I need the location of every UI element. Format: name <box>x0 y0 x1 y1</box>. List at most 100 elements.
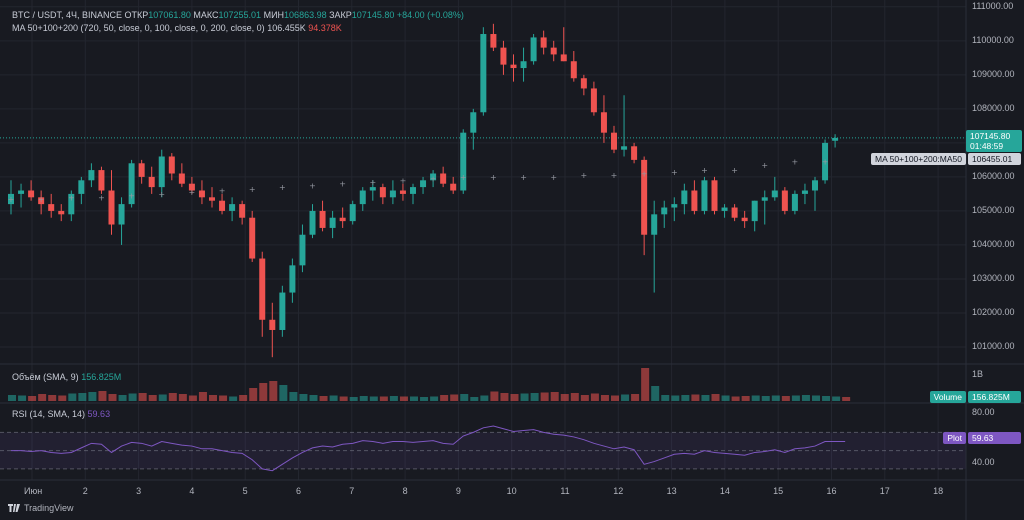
volume-bar <box>369 396 378 401</box>
ma50-point: + <box>369 178 376 187</box>
ma50-point: + <box>701 166 708 175</box>
candle-bullish <box>661 207 668 215</box>
ma-legend-row[interactable]: MA 50+100+200 (720, 50, close, 0, 100, c… <box>12 22 464 35</box>
candle-bullish <box>309 210 316 235</box>
ma-line-tag-name: MA 50+100+200:MA50 <box>871 153 966 165</box>
rsi-axis-tick-40: 40.00 <box>972 457 995 467</box>
volume-bar <box>611 395 619 401</box>
time-axis-tick: 12 <box>613 486 624 496</box>
candle-bullish <box>158 156 165 188</box>
volume-bar <box>781 396 790 401</box>
ma50-point: + <box>611 171 618 180</box>
volume-bar <box>711 394 720 401</box>
candle-bearish <box>98 170 105 191</box>
candle-bearish <box>691 190 698 211</box>
candle-bearish <box>399 190 406 194</box>
volume-bar <box>721 395 730 401</box>
volume-bar <box>580 395 589 401</box>
volume-bar <box>681 395 690 401</box>
time-axis-tick: Июн <box>24 486 43 496</box>
volume-bar <box>842 397 851 401</box>
volume-bar <box>48 395 57 401</box>
ma50-point: + <box>38 195 45 204</box>
ma50-point: + <box>8 195 15 204</box>
ma-value-secondary: 94.378K <box>308 23 342 33</box>
candle-bullish <box>279 292 286 330</box>
volume-bar <box>641 368 650 401</box>
current-price-tag: 107145.80 01:48:59 <box>966 130 1022 152</box>
candle-bullish <box>18 190 25 194</box>
tradingview-footer[interactable]: TradingView <box>8 503 74 513</box>
candle-bearish <box>148 176 155 188</box>
price-axis-tick: 108000.00 <box>972 102 1015 113</box>
high-value: 107255.01 <box>218 10 262 20</box>
ma50-point: + <box>430 175 437 184</box>
candle-bearish <box>188 183 195 191</box>
rsi-legend[interactable]: RSI (14, SMA, 14) 59.63 <box>12 409 110 419</box>
volume-bar <box>359 396 368 401</box>
volume-bar <box>570 393 579 401</box>
candle-bullish <box>8 193 14 205</box>
time-axis-tick: 14 <box>719 486 730 496</box>
price-axis-tick: 111000.00 <box>972 0 1014 11</box>
candle-bullish <box>822 142 829 181</box>
ma50-point: + <box>520 173 527 182</box>
volume-bar <box>510 394 519 401</box>
time-axis-tick: 2 <box>82 486 88 496</box>
volume-bar <box>600 395 609 401</box>
volume-bar <box>791 395 800 401</box>
rsi-tag-value: 59.63 <box>968 432 1021 444</box>
time-axis-tick: 13 <box>666 486 677 496</box>
volume-bar <box>490 391 499 401</box>
candle-bearish <box>440 173 447 184</box>
candle-bullish <box>420 180 427 188</box>
low-value: 106863.98 <box>284 10 327 20</box>
ma50-point: + <box>792 158 799 167</box>
candle-bearish <box>560 54 567 62</box>
ma50-point: + <box>128 192 135 201</box>
ma50-point: + <box>761 161 768 170</box>
volume-bar <box>420 397 429 401</box>
rsi-indicator-label[interactable]: RSI (14, SMA, 14) <box>12 409 86 419</box>
volume-bar <box>309 395 318 401</box>
candle-bearish <box>570 61 577 79</box>
candle-bearish <box>540 37 547 48</box>
volume-bar <box>671 395 680 401</box>
volume-bar <box>731 396 740 401</box>
tradingview-logo-icon <box>8 504 20 512</box>
volume-bar <box>590 393 599 401</box>
time-axis-tick: 9 <box>455 486 461 496</box>
candle-bullish <box>671 204 678 208</box>
volume-bar <box>209 395 217 401</box>
volume-bar <box>480 395 489 401</box>
volume-bar <box>651 386 660 401</box>
candle-bullish <box>761 197 768 201</box>
candle-bearish <box>741 217 748 222</box>
ma50-point: + <box>249 185 256 194</box>
ma-indicator-label[interactable]: MA 50+100+200 (720, 50, close, 0, 100, c… <box>12 23 265 33</box>
volume-legend[interactable]: Объём (SMA, 9) 156.825M <box>12 372 121 382</box>
candle-bullish <box>359 190 366 205</box>
candle-bullish <box>299 234 306 266</box>
ma50-point: + <box>68 193 75 202</box>
low-label: МИН <box>263 10 285 20</box>
volume-bar <box>379 396 388 401</box>
rsi-tag-name: Plot <box>943 432 966 444</box>
price-axis-tick: 103000.00 <box>972 272 1015 283</box>
volume-tag-name: Volume <box>929 391 966 403</box>
candle-bearish <box>731 207 738 218</box>
rsi-line <box>11 425 846 472</box>
volume-bar <box>621 394 630 401</box>
price-axis-tick: 110000.00 <box>972 34 1014 45</box>
volume-indicator-label[interactable]: Объём (SMA, 9) <box>12 372 79 382</box>
volume-bar <box>148 395 157 401</box>
volume-bar <box>550 392 559 401</box>
ma50-point: + <box>460 173 467 182</box>
ticker-label[interactable]: BTC / USDT, 4Ч, BINANCE <box>12 10 123 20</box>
ma50-point: + <box>279 183 286 192</box>
price-axis-tick: 105000.00 <box>972 204 1015 215</box>
candle-bearish <box>198 190 205 198</box>
volume-bar <box>560 394 569 401</box>
ma50-point: + <box>641 169 648 178</box>
